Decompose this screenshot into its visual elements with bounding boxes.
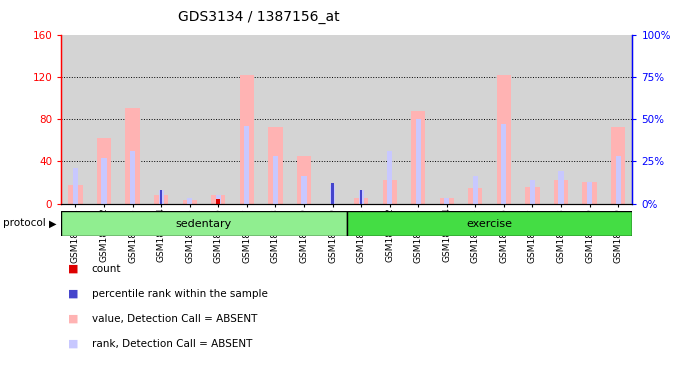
Bar [101,158,107,204]
Bar [360,190,362,204]
Bar [525,187,539,204]
Bar [73,168,78,204]
Bar [387,151,392,204]
Bar [158,190,164,204]
Bar [211,195,225,204]
Bar [301,177,307,204]
Text: sedentary: sedentary [176,218,232,229]
Text: ▶: ▶ [49,218,56,228]
Bar [182,200,197,204]
Text: percentile rank within the sample: percentile rank within the sample [92,289,268,299]
Bar [496,75,511,204]
Bar [554,180,568,204]
Bar [187,199,192,204]
Bar [411,111,425,204]
Bar [615,156,621,204]
Bar [530,180,535,204]
Bar [587,182,592,204]
Text: rank, Detection Call = ABSENT: rank, Detection Call = ABSENT [92,339,252,349]
Bar [611,127,625,204]
Text: GDS3134 / 1387156_at: GDS3134 / 1387156_at [177,10,339,23]
Bar [473,177,478,204]
Bar [160,190,163,204]
Text: ■: ■ [68,314,78,324]
Bar [415,119,421,204]
Text: ■: ■ [68,264,78,274]
Bar [125,109,139,204]
Bar [558,171,564,204]
Bar [382,180,396,204]
Bar [582,182,596,204]
Text: ■: ■ [68,339,78,349]
Bar [444,199,449,204]
Bar [296,156,311,204]
Bar [468,188,482,204]
Bar [61,211,347,236]
Bar [97,138,111,204]
Bar [330,185,335,204]
Bar [501,124,507,204]
Bar [68,185,82,204]
Bar [268,127,282,204]
Bar [216,195,221,204]
Bar [354,198,368,204]
Bar [216,199,220,204]
Bar [239,75,254,204]
Bar [347,211,632,236]
Bar [358,190,364,204]
Bar [154,195,168,204]
Text: value, Detection Call = ABSENT: value, Detection Call = ABSENT [92,314,257,324]
Text: protocol: protocol [3,218,46,228]
Bar [439,198,454,204]
Bar [244,126,250,204]
Bar [273,156,278,204]
Bar [130,151,135,204]
Bar [331,183,334,204]
Text: count: count [92,264,121,274]
Text: exercise: exercise [466,218,513,229]
Text: ■: ■ [68,289,78,299]
